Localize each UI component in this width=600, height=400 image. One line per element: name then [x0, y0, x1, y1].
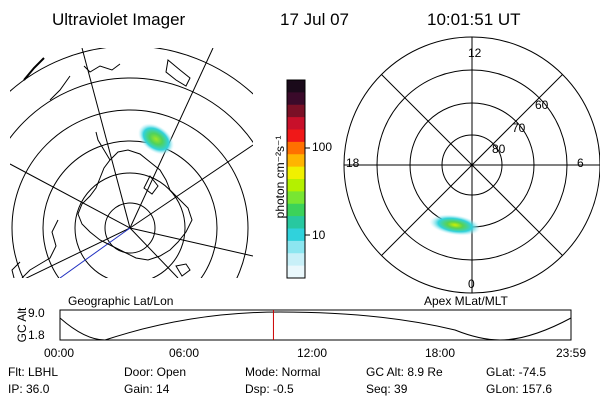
mlat-label-60: 60 — [535, 98, 549, 112]
time-label: 10:01:51 UT — [427, 10, 521, 29]
colorbar-segment — [287, 203, 305, 217]
colorbar-segment — [287, 216, 305, 229]
mlt-label-0: 0 — [468, 277, 475, 291]
aurora-patch-magnetic — [429, 214, 481, 236]
colorbar-segment — [287, 154, 305, 168]
time-tick-0000: 00:00 — [44, 346, 75, 360]
status-seq: Seq: 39 — [366, 382, 408, 396]
altitude-axis-label: GC Alt — [15, 307, 29, 343]
colorbar-tick-10: 10 — [312, 228, 326, 242]
colorbar-segment — [287, 129, 305, 143]
status-ip: IP: 36.0 — [8, 382, 50, 396]
colorbar-segment — [287, 104, 305, 118]
altitude-tick-1-8: 1.8 — [28, 328, 45, 342]
colorbar-segment — [287, 228, 305, 242]
status-mode: Mode: Normal — [245, 365, 321, 379]
mlt-label-18: 18 — [346, 156, 360, 170]
magnetic-polar-plot — [343, 36, 600, 294]
time-tick-1200: 12:00 — [297, 346, 328, 360]
colorbar-segment — [287, 117, 305, 130]
time-tick-1800: 18:00 — [425, 346, 456, 360]
altitude-strip-frame — [59, 309, 572, 341]
colorbar-segment — [287, 92, 305, 106]
mlt-label-12: 12 — [468, 46, 482, 60]
mlat-label-70: 70 — [512, 121, 526, 135]
geographic-caption: Geographic Lat/Lon — [68, 294, 174, 308]
colorbar-segment — [287, 265, 305, 279]
mlat-label-80: 80 — [492, 142, 506, 156]
time-tick-0600: 06:00 — [169, 346, 200, 360]
colorbar — [287, 80, 305, 279]
aurora-patch-geographic — [137, 123, 175, 155]
status-glon: GLon: 157.6 — [486, 382, 553, 396]
colorbar-segment — [287, 191, 305, 205]
status-glat: GLat: -74.5 — [486, 365, 547, 379]
colorbar-segment — [287, 166, 305, 180]
status-door: Door: Open — [124, 365, 187, 379]
status-gain: Gain: 14 — [124, 382, 170, 396]
colorbar-tick-100: 100 — [312, 140, 333, 154]
colorbar-segment — [287, 80, 305, 93]
colorbar-segment — [287, 179, 305, 192]
magnetic-caption: Apex MLat/MLT — [424, 294, 508, 308]
colorbar-segment — [287, 253, 305, 267]
altitude-tick-9: 9.0 — [28, 306, 45, 320]
colorbar-frame — [286, 79, 306, 279]
date-label: 17 Jul 07 — [280, 10, 349, 29]
colorbar-label: photon cm⁻²s⁻¹ — [273, 135, 287, 219]
status-dsp: Dsp: -0.5 — [245, 382, 294, 396]
altitude-curve — [59, 311, 572, 341]
colorbar-segment — [287, 141, 305, 155]
status-filter: Flt: LBHL — [8, 365, 59, 379]
colorbar-segment — [287, 240, 305, 254]
mlt-label-6: 6 — [577, 156, 584, 170]
time-tick-2359: 23:59 — [556, 346, 587, 360]
instrument-title: Ultraviolet Imager — [52, 10, 186, 29]
status-gc-alt: GC Alt: 8.9 Re — [366, 365, 443, 379]
